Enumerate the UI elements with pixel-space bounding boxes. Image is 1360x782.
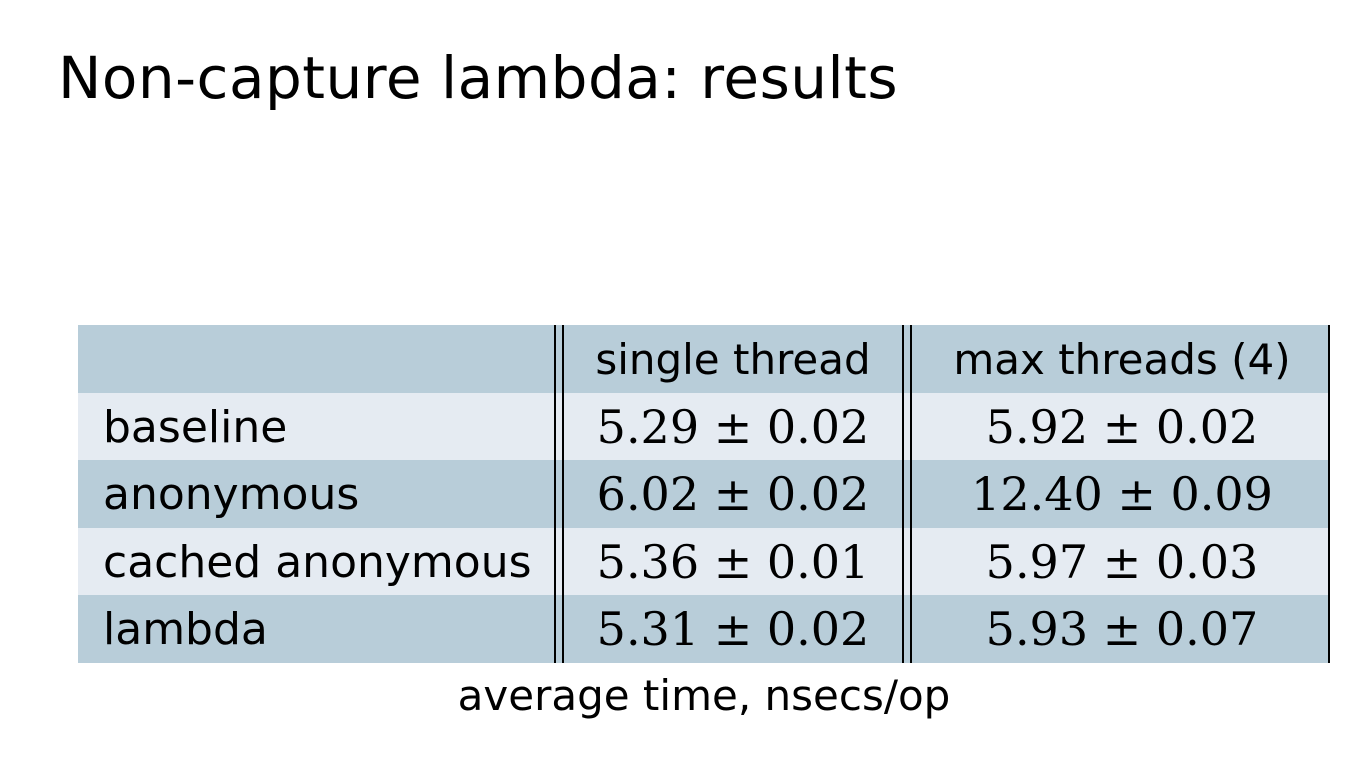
single-thread-value: 5.36 ± 0.01: [596, 535, 870, 589]
max-threads-value: 5.97 ± 0.03: [985, 535, 1259, 589]
column-rule: [554, 325, 556, 663]
results-table: single thread max threads (4) baseline 5…: [78, 325, 1330, 663]
row-label: baseline: [103, 401, 288, 453]
column-rule: [902, 325, 904, 663]
column-rule: [1328, 325, 1330, 663]
header-single-thread: single thread: [595, 334, 871, 384]
max-threads-value: 5.92 ± 0.02: [985, 400, 1259, 454]
table-caption: average time, nsecs/op: [457, 671, 951, 720]
single-thread-value: 5.29 ± 0.02: [596, 400, 870, 454]
column-rule: [910, 325, 912, 663]
column-rule: [562, 325, 564, 663]
table-row: baseline 5.29 ± 0.02 5.92 ± 0.02: [78, 393, 1330, 461]
row-label: anonymous: [103, 468, 360, 520]
single-thread-value: 6.02 ± 0.02: [596, 467, 870, 521]
max-threads-value: 5.93 ± 0.07: [985, 602, 1259, 656]
row-label: cached anonymous: [103, 536, 532, 588]
header-max-threads: max threads (4): [953, 334, 1291, 384]
max-threads-value: 12.40 ± 0.09: [971, 467, 1273, 521]
slide-title: Non-capture lambda: results: [58, 44, 899, 112]
table-row: anonymous 6.02 ± 0.02 12.40 ± 0.09: [78, 460, 1330, 528]
row-label: lambda: [103, 603, 268, 655]
single-thread-value: 5.31 ± 0.02: [596, 602, 870, 656]
table-header-row: single thread max threads (4): [78, 325, 1330, 393]
table-row: lambda 5.31 ± 0.02 5.93 ± 0.07: [78, 595, 1330, 663]
table-row: cached anonymous 5.36 ± 0.01 5.97 ± 0.03: [78, 528, 1330, 596]
